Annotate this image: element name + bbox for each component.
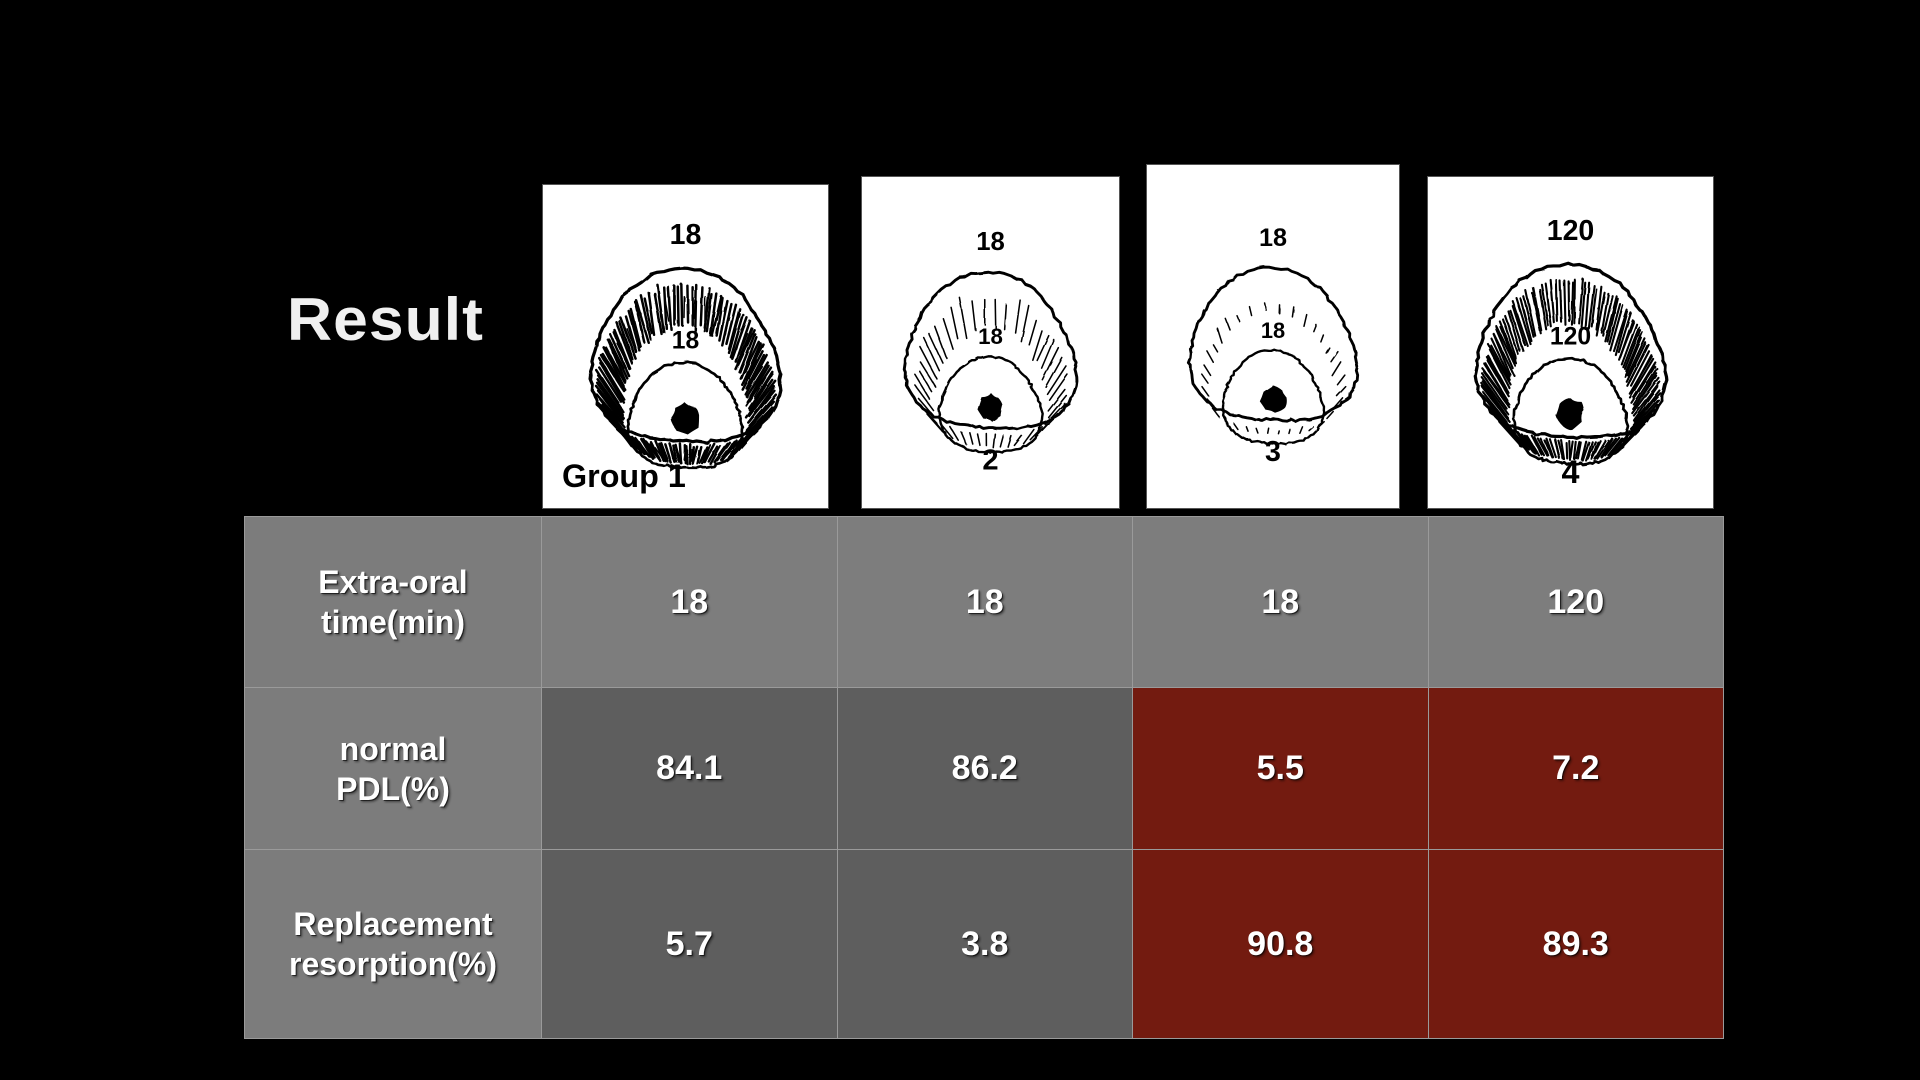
svg-text:4: 4 bbox=[1562, 454, 1580, 490]
svg-text:18: 18 bbox=[1261, 318, 1285, 343]
svg-text:18: 18 bbox=[976, 228, 1005, 256]
svg-text:18: 18 bbox=[672, 327, 699, 354]
svg-text:18: 18 bbox=[978, 324, 1003, 349]
svg-text:Group 1: Group 1 bbox=[562, 458, 686, 494]
svg-text:18: 18 bbox=[1259, 224, 1287, 252]
svg-text:120: 120 bbox=[1547, 215, 1595, 247]
svg-text:120: 120 bbox=[1550, 323, 1591, 350]
svg-text:3: 3 bbox=[1265, 436, 1281, 468]
svg-text:18: 18 bbox=[670, 219, 702, 251]
svg-text:2: 2 bbox=[982, 444, 998, 476]
